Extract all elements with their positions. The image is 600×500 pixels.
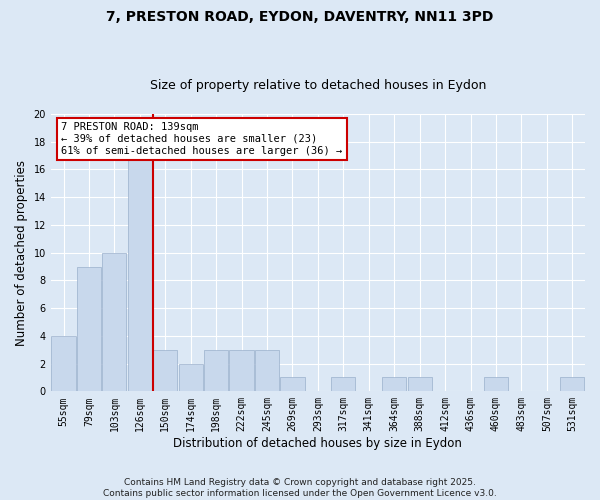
Title: Size of property relative to detached houses in Eydon: Size of property relative to detached ho…: [150, 79, 486, 92]
Bar: [52, 336, 76, 392]
Bar: [103, 252, 127, 392]
Bar: [382, 378, 406, 392]
Bar: [128, 156, 152, 392]
Bar: [331, 378, 355, 392]
Text: 7 PRESTON ROAD: 139sqm
← 39% of detached houses are smaller (23)
61% of semi-det: 7 PRESTON ROAD: 139sqm ← 39% of detached…: [61, 122, 343, 156]
Bar: [560, 378, 584, 392]
Bar: [407, 378, 432, 392]
Text: Contains HM Land Registry data © Crown copyright and database right 2025.
Contai: Contains HM Land Registry data © Crown c…: [103, 478, 497, 498]
Bar: [179, 364, 203, 392]
Bar: [280, 378, 305, 392]
Bar: [484, 378, 508, 392]
Bar: [204, 350, 228, 392]
Bar: [77, 266, 101, 392]
Y-axis label: Number of detached properties: Number of detached properties: [15, 160, 28, 346]
Bar: [229, 350, 254, 392]
X-axis label: Distribution of detached houses by size in Eydon: Distribution of detached houses by size …: [173, 437, 463, 450]
Bar: [153, 350, 178, 392]
Text: 7, PRESTON ROAD, EYDON, DAVENTRY, NN11 3PD: 7, PRESTON ROAD, EYDON, DAVENTRY, NN11 3…: [106, 10, 494, 24]
Bar: [255, 350, 279, 392]
